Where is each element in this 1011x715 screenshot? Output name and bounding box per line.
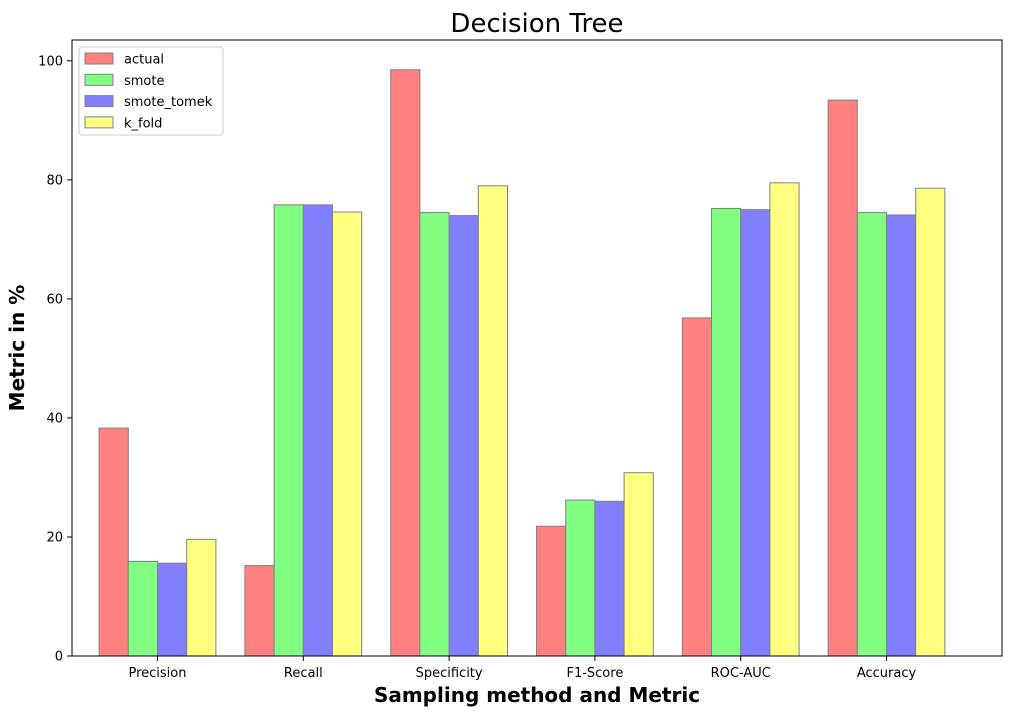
legend-swatch-actual [84,52,114,65]
bar-smote-precision [127,560,159,657]
y-tick-label: 20 [46,530,63,545]
bar-smote_tomek-f1-score [594,500,625,657]
y-tick-label: 0 [55,650,63,665]
y-tick-label: 60 [46,292,63,307]
x-tick-label: Specificity [416,666,483,681]
bar-actual-specificity [390,69,421,657]
chart-title: Decision Tree [450,9,623,39]
bar-smote-f1-score [565,499,596,657]
plot-frame [71,39,1003,657]
bar-k_fold-specificity [477,185,508,657]
bar-actual-accuracy [827,99,858,657]
bar-smote_tomek-specificity [448,215,479,657]
bar-actual-f1-score [536,525,567,657]
legend: actual smote smote_tomek k_fold [78,46,224,136]
y-axis-label: Metric in % [5,285,29,412]
axes-layer: Precision Recall Specificity F1-Score ROC-AU… [38,39,1003,681]
x-tick-label: Recall [284,666,323,681]
bar-smote_tomek-accuracy [886,214,917,657]
y-tick-label: 100 [38,54,63,69]
legend-label-smote: smote [124,74,165,89]
bar-smote-accuracy [856,212,887,657]
bar-k_fold-recall [332,211,363,657]
legend-label-smote_tomek: smote_tomek [124,95,213,110]
x-axis-label: Sampling method and Metric [374,683,700,707]
bar-smote_tomek-recall [302,204,333,657]
y-tick-label: 40 [46,411,63,426]
legend-label-actual: actual [124,53,164,68]
y-tick-label: 80 [46,173,63,188]
x-tick-label: F1-Score [566,666,623,681]
legend-swatch-smote_tomek [84,95,114,108]
bar-k_fold-f1-score [623,472,654,657]
legend-box [78,46,224,136]
legend-swatch-k_fold [84,116,114,129]
bar-actual-precision [98,427,129,657]
x-tick-label: Precision [128,666,186,681]
bar-actual-recall [244,565,275,657]
bar-smote-recall [273,204,304,657]
bar-smote-roc-auc [711,207,742,657]
legend-label-k_fold: k_fold [124,116,162,131]
bar-k_fold-accuracy [915,187,946,657]
bars-layer [98,69,946,657]
bar-k_fold-roc-auc [769,182,800,657]
x-tick-label: ROC-AUC [711,666,771,681]
bar-smote_tomek-precision [157,562,188,657]
bar-smote_tomek-roc-auc [740,209,771,657]
bar-actual-roc-auc [681,317,712,657]
bar-smote-specificity [419,212,450,657]
legend-swatch-smote [84,73,114,86]
x-tick-label: Accuracy [857,666,917,681]
bar-k_fold-precision [186,538,217,657]
